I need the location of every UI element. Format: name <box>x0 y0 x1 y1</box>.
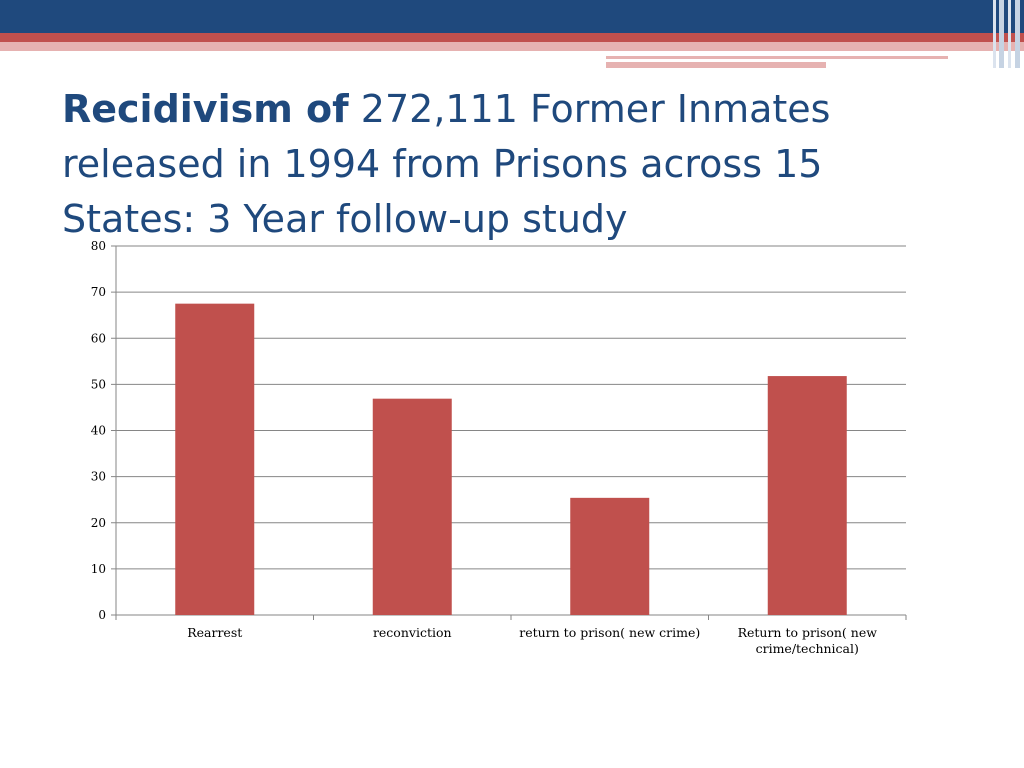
header-vertical-stripe-1 <box>993 0 996 68</box>
header-vertical-stripe-2 <box>999 0 1004 68</box>
bar <box>767 376 847 615</box>
y-tick-label: 80 <box>91 239 106 253</box>
header-vertical-stripe-4 <box>1015 0 1020 68</box>
header-pink-band <box>0 42 1024 51</box>
x-category-label-line: Rearrest <box>187 625 242 640</box>
x-category-label: return to prison( new crime) <box>519 625 700 640</box>
x-category-label: Rearrest <box>187 625 242 640</box>
y-tick-label: 50 <box>91 377 106 391</box>
x-category-label-line: Return to prison( new <box>738 625 878 640</box>
x-category-label-line: crime/technical) <box>756 641 859 656</box>
header-vertical-stripe-3 <box>1008 0 1011 68</box>
slide-title-bold: Recidivism of <box>62 87 349 131</box>
y-tick-label: 30 <box>91 470 106 484</box>
y-tick-label: 0 <box>98 608 106 622</box>
y-axis-ticks: 0 10 20 30 40 50 60 70 80 <box>91 239 106 622</box>
y-tick-label: 20 <box>91 516 106 530</box>
header-white-cutout <box>0 51 606 71</box>
header-thin-line-2 <box>606 62 826 68</box>
header-blue-band <box>0 0 1024 33</box>
header-thin-line-1 <box>606 56 948 59</box>
y-tick-label: 70 <box>91 285 106 299</box>
x-category-label: reconviction <box>373 625 452 640</box>
y-tick-label: 10 <box>91 562 106 576</box>
header-red-band <box>0 33 1024 42</box>
x-category-label: Return to prison( new crime/technical) <box>738 625 878 656</box>
bar <box>372 398 452 615</box>
bars <box>175 303 847 615</box>
slide-title: Recidivism of 272,111 Former Inmates rel… <box>62 82 942 247</box>
x-category-label-line: return to prison( new crime) <box>519 625 700 640</box>
bar <box>570 497 650 615</box>
x-category-label-line: reconviction <box>373 625 452 640</box>
slide-title-rest: 272,111 Former Inmates released in 1994 … <box>62 87 831 241</box>
x-axis-labels: Rearrest reconviction return to prison( ne… <box>187 625 877 656</box>
y-tick-label: 40 <box>91 424 106 438</box>
bar <box>175 303 255 615</box>
y-tick-label: 60 <box>91 331 106 345</box>
